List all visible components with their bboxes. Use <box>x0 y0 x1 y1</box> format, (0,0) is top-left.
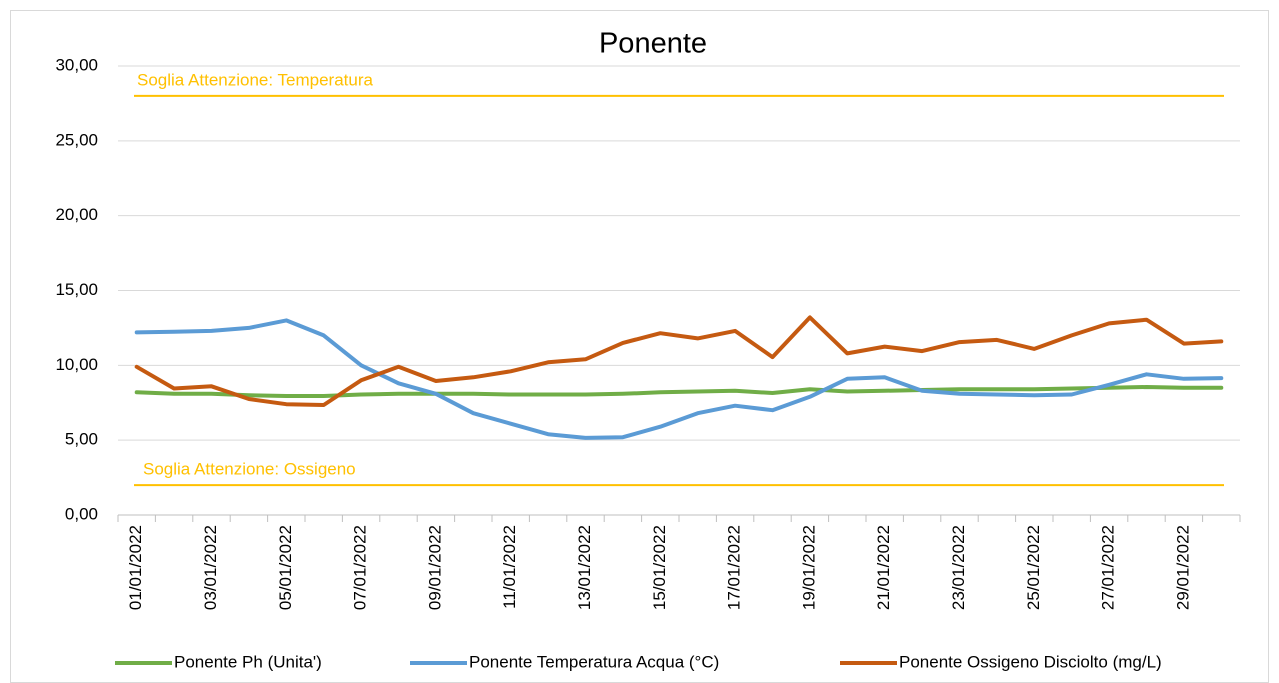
x-tick-label: 17/01/2022 <box>725 525 744 610</box>
x-tick-label: 27/01/2022 <box>1099 525 1118 610</box>
y-tick-label: 20,00 <box>55 205 98 224</box>
x-tick-label: 07/01/2022 <box>351 525 370 610</box>
x-tick-label: 09/01/2022 <box>425 525 444 610</box>
x-tick-label: 19/01/2022 <box>799 525 818 610</box>
x-tick-label: 13/01/2022 <box>575 525 594 610</box>
threshold-label: Soglia Attenzione: Ossigeno <box>143 460 356 479</box>
legend-label: Ponente Ossigeno Disciolto (mg/L) <box>899 652 1162 671</box>
x-tick-label: 11/01/2022 <box>500 525 519 609</box>
x-tick-label: 25/01/2022 <box>1024 525 1043 610</box>
x-tick-label: 21/01/2022 <box>874 525 893 610</box>
y-tick-label: 5,00 <box>65 430 98 449</box>
x-tick-label: 03/01/2022 <box>201 525 220 610</box>
x-tick-label: 15/01/2022 <box>650 525 669 610</box>
x-tick-label: 05/01/2022 <box>276 525 295 610</box>
y-tick-label: 10,00 <box>55 355 98 374</box>
y-tick-label: 30,00 <box>55 55 98 74</box>
y-tick-label: 25,00 <box>55 130 98 149</box>
legend-label: Ponente Ph (Unita') <box>174 652 322 671</box>
x-tick-label: 29/01/2022 <box>1173 525 1192 610</box>
chart-border <box>10 10 1269 683</box>
data-line <box>134 318 1224 440</box>
x-tick-label: 23/01/2022 <box>949 525 968 610</box>
x-tick-label: 01/01/2022 <box>126 525 145 610</box>
legend-label: Ponente Temperatura Acqua (°C) <box>469 652 719 671</box>
threshold-label: Soglia Attenzione: Temperatura <box>137 70 373 89</box>
data-line <box>134 385 1224 398</box>
y-tick-label: 0,00 <box>65 504 98 523</box>
data-line <box>134 315 1224 407</box>
y-tick-label: 15,00 <box>55 280 98 299</box>
chart-title: Ponente <box>599 28 707 60</box>
